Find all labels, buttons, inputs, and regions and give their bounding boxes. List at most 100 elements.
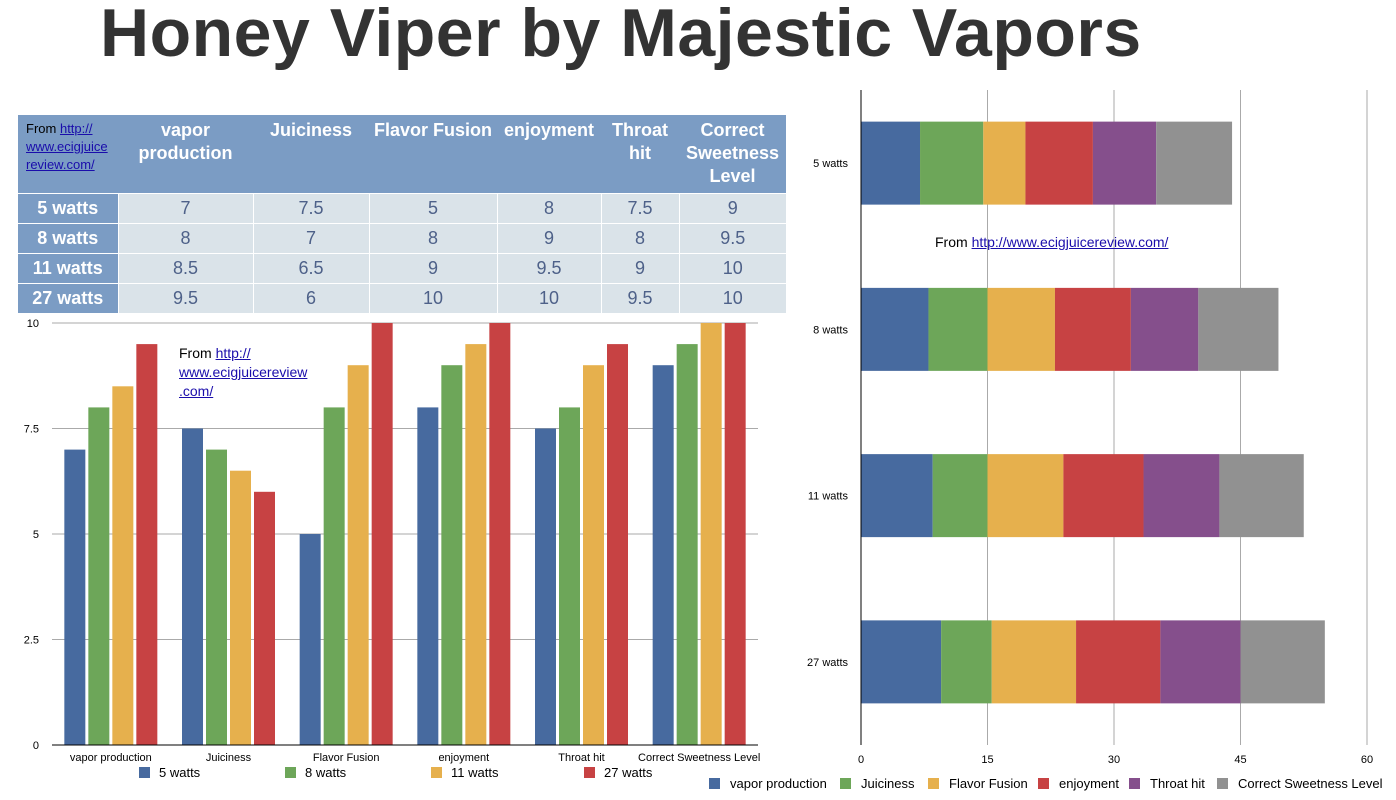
bar xyxy=(465,344,487,745)
x-tick-label: Throat hit xyxy=(558,752,604,764)
table-cell: 9 xyxy=(368,253,497,284)
stacked-bar-segment xyxy=(861,121,921,205)
column-header: Flavor Fusion xyxy=(369,115,497,194)
stacked-bar-segment xyxy=(928,287,988,371)
table-cell: 9.5 xyxy=(117,283,253,313)
y-tick-label: 7.5 xyxy=(24,424,39,436)
stacked-bar-segment xyxy=(861,287,929,371)
legend-label: 27 watts xyxy=(604,765,653,780)
stacked-bar-segment xyxy=(932,454,988,538)
table-cell: 8 xyxy=(496,193,601,224)
table-cell: 6 xyxy=(252,283,369,313)
stacked-bar-segment xyxy=(1160,620,1241,704)
legend-label: Flavor Fusion xyxy=(949,776,1028,791)
table-cell: 9 xyxy=(496,223,601,254)
table-cell: 7.5 xyxy=(600,193,679,224)
row-header: 8 watts xyxy=(18,223,118,254)
source-link[interactable]: http://www.ecigjuicereview.com/ xyxy=(971,234,1169,250)
bar xyxy=(88,407,110,745)
stacked-bar-segment xyxy=(1130,287,1199,371)
stacked-bar-segment xyxy=(1025,121,1093,205)
bar xyxy=(535,428,556,745)
table-cell: 6.5 xyxy=(252,253,369,284)
bar xyxy=(136,344,158,745)
table-cell: 7.5 xyxy=(252,193,369,224)
table-cell: 8.5 xyxy=(117,253,253,284)
x-tick-label: Correct Sweetness Level xyxy=(638,752,760,764)
legend-label: vapor production xyxy=(730,776,827,791)
column-header: vapor production xyxy=(118,115,253,194)
bar xyxy=(371,323,393,745)
table-row: 27 watts 9.5 6 10 10 9.5 10 xyxy=(18,283,786,313)
stacked-bar-segment xyxy=(1092,121,1157,205)
legend-label: Throat hit xyxy=(1150,776,1205,791)
bar xyxy=(182,428,203,745)
table-source-cell: From http://www.ecigjuice review.com/ xyxy=(18,115,118,194)
stacked-bar-segment xyxy=(1076,620,1161,704)
stacked-bar-segment xyxy=(861,454,933,538)
y-tick-label: 5 xyxy=(33,529,39,541)
row-header: 5 watts xyxy=(18,193,118,224)
y-tick-label: 2.5 xyxy=(24,635,39,647)
x-tick-label: 30 xyxy=(1108,754,1120,766)
table-cell: 7 xyxy=(252,223,369,254)
stacked-bar-segment xyxy=(983,121,1026,205)
table-cell: 5 xyxy=(368,193,497,224)
bar xyxy=(112,386,134,745)
bar xyxy=(583,365,604,745)
y-tick-label: 10 xyxy=(27,318,39,330)
legend-swatch xyxy=(139,767,150,778)
stacked-bar-segment xyxy=(991,620,1077,704)
column-header: Juiciness xyxy=(253,115,369,194)
bar xyxy=(441,365,463,745)
stacked-bar-segment xyxy=(987,287,1055,371)
legend-swatch xyxy=(431,767,442,778)
table-row: 5 watts 7 7.5 5 8 7.5 9 xyxy=(18,193,786,224)
source-prefix: From xyxy=(26,121,57,136)
table-row: 11 watts 8.5 6.5 9 9.5 9 10 xyxy=(18,253,786,284)
legend-label: 11 watts xyxy=(451,765,499,780)
table-cell: 9 xyxy=(600,253,679,284)
row-header: 27 watts xyxy=(18,283,118,313)
table-cell: 10 xyxy=(368,283,497,313)
column-header: enjoyment xyxy=(497,115,601,194)
bar xyxy=(652,365,674,745)
stacked-bar-segment xyxy=(1240,620,1325,704)
legend-swatch xyxy=(1129,778,1140,789)
table-cell: 8 xyxy=(117,223,253,254)
bar xyxy=(676,344,698,745)
bar xyxy=(559,407,580,745)
stacked-bar-segment xyxy=(987,454,1064,538)
stacked-bar-segment xyxy=(941,620,992,704)
table-cell: 8 xyxy=(600,223,679,254)
stacked-bar-segment xyxy=(1054,287,1131,371)
bar-chart-source-note: From http://www.ecigjuicereview .com/ xyxy=(179,344,319,401)
legend-label: Correct Sweetness Level xyxy=(1238,776,1383,791)
table-cell: 10 xyxy=(678,253,786,284)
x-tick-label: Juiciness xyxy=(206,752,252,764)
column-header: Throat hit xyxy=(601,115,679,194)
table-cell: 9.5 xyxy=(600,283,679,313)
legend-swatch xyxy=(584,767,595,778)
table-cell: 10 xyxy=(678,283,786,313)
bar xyxy=(323,407,345,745)
legend-swatch xyxy=(840,778,851,789)
bar xyxy=(347,365,369,745)
stacked-bar-segment xyxy=(920,121,984,205)
stacked-bar-segment xyxy=(1156,121,1233,205)
source-link[interactable]: http://www.ecigjuicereview.com/ xyxy=(179,345,308,399)
legend-label: Juiciness xyxy=(861,776,915,791)
legend-label: 8 watts xyxy=(305,765,347,780)
bar xyxy=(607,344,628,745)
x-tick-label: Flavor Fusion xyxy=(313,752,380,764)
legend-swatch xyxy=(285,767,296,778)
legend-swatch xyxy=(928,778,939,789)
bar xyxy=(489,323,511,745)
bar xyxy=(724,323,746,745)
bar xyxy=(700,323,722,745)
legend-label: enjoyment xyxy=(1059,776,1119,791)
row-header: 11 watts xyxy=(18,253,118,284)
y-tick-label: 5 watts xyxy=(813,158,848,170)
bar xyxy=(254,491,275,745)
